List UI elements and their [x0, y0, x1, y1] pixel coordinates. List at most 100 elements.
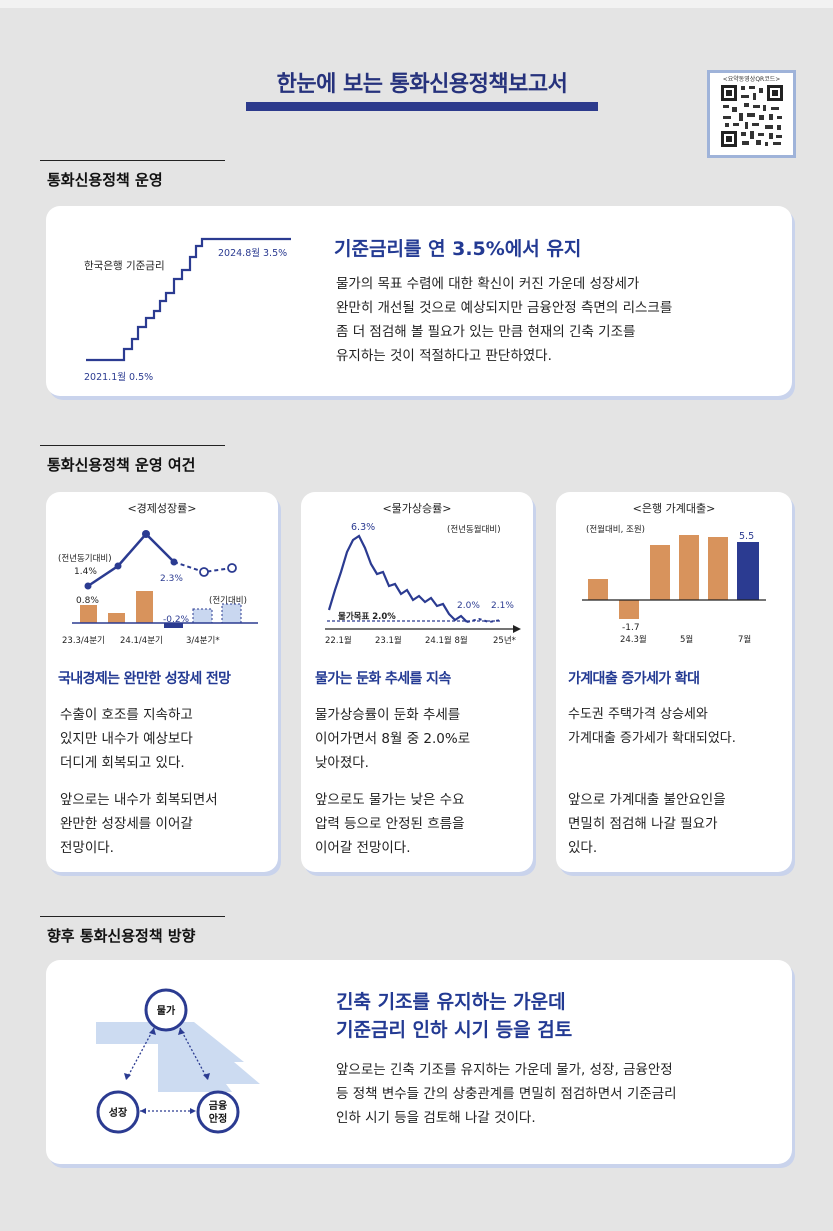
inflation-paragraph-1: 물가상승률이 둔화 추세를 이어가면서 8월 중 2.0%로 낮아졌다.	[315, 703, 470, 775]
qr-code-icon	[719, 83, 785, 149]
growth-bar	[108, 613, 125, 623]
growth-point	[114, 562, 122, 570]
loans-chart: <은행 가계대출> (전월대비, 조원) 5.5 -1.7 24.3월 5월 7…	[582, 502, 766, 645]
inflation-x-label: 25년*	[493, 635, 516, 646]
direction-headline: 긴축 기조를 유지하는 가운데 기준금리 인하 시기 등을 검토	[336, 988, 572, 1044]
diagram-node-growth	[96, 1090, 140, 1134]
section-divider	[40, 916, 225, 917]
base-rate-chart: 한국은행 기준금리 2024.8월 3.5% 2021.1월 0.5%	[84, 237, 291, 383]
growth-line: 앞으로는 내수가 회복되면서	[60, 792, 218, 808]
diagram-node-inflation	[144, 988, 188, 1032]
diagram-arrow-shape	[96, 1022, 260, 1092]
growth-x-label: 23.3/4분기	[62, 636, 105, 646]
inflation-x-label: 24.1월 8월	[425, 635, 468, 646]
growth-paragraph-1: 수출이 호조를 지속하고 있지만 내수가 예상보다 더디게 회복되고 있다.	[60, 703, 193, 775]
growth-point	[84, 582, 92, 590]
loans-headline: 가계대출 증가세가 확대	[568, 671, 700, 687]
direction-line: 앞으로는 긴축 기조를 유지하는 가운데 물가, 성장, 금융안정	[336, 1062, 673, 1078]
growth-bar	[221, 603, 242, 624]
loans-line: 앞으로 가계대출 불안요인을	[568, 792, 726, 808]
inflation-line: 이어가면서 8월 중 2.0%로	[315, 731, 471, 747]
policy-line: 좀 더 점검해 볼 필요가 있는 만큼 현재의 긴축 기조를	[336, 324, 636, 340]
inflation-headline: 물가는 둔화 추세를 지속	[315, 671, 451, 687]
direction-card: 물가 성장 금융 안정 긴축 기조를 유지하는 가운데 기준금리 인하 시기 등…	[46, 960, 792, 1164]
loans-x-label: 24.3월	[620, 634, 647, 645]
growth-line: 전망이다.	[60, 840, 114, 856]
policy-tradeoff-diagram: 물가 성장 금융 안정	[96, 988, 260, 1134]
loans-chart-title: <은행 가계대출>	[633, 502, 716, 515]
growth-bar	[80, 605, 97, 623]
loans-line: 가계대출 증가세가 확대되었다.	[568, 731, 736, 746]
loans-bar	[588, 579, 608, 600]
loans-bar	[737, 542, 759, 600]
policy-headline: 기준금리를 연 3.5%에서 유지	[334, 238, 582, 260]
title-underline	[246, 102, 598, 111]
qr-code[interactable]: <요약동영상QR코드>	[707, 70, 796, 158]
growth-yoy-line	[87, 532, 175, 588]
inflation-chart: <물가상승률> (전년동월대비) 6.3% 물가목표 2.0% 2.0% 2.1…	[325, 502, 521, 646]
inflation-x-label: 22.1월	[325, 635, 352, 646]
loans-bar	[619, 600, 639, 619]
growth-bar-label: 0.8%	[76, 596, 99, 606]
direction-headline-line: 긴축 기조를 유지하는 가운데	[336, 991, 566, 1013]
growth-x-label: 3/4분기*	[186, 636, 220, 646]
loans-bar	[708, 537, 728, 600]
loans-bar	[650, 545, 670, 600]
growth-line: 더디게 회복되고 있다.	[60, 755, 185, 771]
growth-point	[142, 530, 150, 538]
loans-last-label: 5.5	[739, 531, 754, 542]
inflation-line	[327, 534, 468, 623]
growth-bar	[136, 591, 153, 623]
inflation-axis-arrow	[513, 625, 521, 633]
base-rate-series-label: 한국은행 기준금리	[84, 260, 165, 272]
growth-headline: 국내경제는 완만한 성장세 전망	[58, 671, 231, 687]
growth-chart: <경제성장률> (전년동기대비) 1.4% 2.3% 0.8% -0.2% (전…	[58, 502, 258, 646]
growth-bar-label: -0.2%	[163, 615, 190, 625]
inflation-yoy-label: (전년동월대비)	[447, 524, 501, 535]
direction-line: 등 정책 변수들 간의 상충관계를 면밀히 점검하면서 기준금리	[336, 1086, 677, 1102]
growth-yoy-label: (전년동기대비)	[58, 553, 112, 564]
inflation-line: 낮아졌다.	[315, 755, 369, 771]
loans-x-label: 7월	[738, 634, 751, 645]
diagram-arrowhead	[203, 1073, 210, 1080]
loans-unit-label: (전월대비, 조원)	[586, 524, 645, 535]
growth-chart-title: <경제성장률>	[127, 502, 196, 515]
inflation-line: 물가상승률이 둔화 추세를	[315, 707, 461, 723]
loans-line: 있다.	[568, 840, 598, 856]
base-rate-start-label: 2021.1월 0.5%	[84, 371, 153, 383]
diagram-arrowhead	[178, 1028, 185, 1035]
qr-label: <요약동영상QR코드>	[722, 76, 781, 83]
growth-point	[170, 558, 178, 566]
section-divider	[40, 160, 225, 161]
loans-neg-label: -1.7	[622, 623, 640, 633]
growth-bar	[192, 608, 213, 624]
inflation-line: 압력 등으로 안정된 흐름을	[315, 816, 465, 832]
base-rate-end-label: 2024.8월 3.5%	[218, 247, 287, 259]
inflation-x-label: 23.1월	[375, 635, 402, 646]
inflation-peak-label: 6.3%	[351, 522, 375, 533]
direction-headline-line: 기준금리 인하 시기 등을 검토	[336, 1019, 573, 1041]
inflation-value-a: 2.0%	[457, 601, 480, 611]
growth-x-label: 24.1/4분기	[120, 636, 163, 646]
top-strip	[0, 0, 833, 8]
section-heading-policy: 통화신용정책 운영	[47, 171, 163, 189]
loans-bar	[679, 535, 699, 600]
loans-paragraph-1: 수도권 주택가격 상승세와 가계대출 증가세가 확대되었다.	[568, 703, 736, 751]
diagram-arrowhead	[190, 1108, 196, 1114]
inflation-target-label: 물가목표 2.0%	[338, 611, 396, 622]
policy-line: 물가의 목표 수렴에 대한 확신이 커진 가운데 성장세가	[336, 276, 640, 292]
policy-card: 한국은행 기준금리 2024.8월 3.5% 2021.1월 0.5% 기준금리…	[46, 206, 792, 396]
growth-line: 수출이 호조를 지속하고	[60, 707, 193, 723]
loans-line: 수도권 주택가격 상승세와	[568, 707, 708, 722]
growth-card: <경제성장률> (전년동기대비) 1.4% 2.3% 0.8% -0.2% (전…	[46, 492, 278, 872]
growth-line: 있지만 내수가 예상보다	[60, 731, 193, 747]
diagram-link	[179, 1027, 209, 1081]
growth-line: 완만한 성장세를 이어갈	[60, 816, 193, 832]
inflation-line: 앞으로도 물가는 낮은 수요	[315, 792, 465, 808]
diagram-node-stability-label: 금융	[209, 1100, 227, 1112]
section-divider	[40, 445, 225, 446]
direction-paragraph: 앞으로는 긴축 기조를 유지하는 가운데 물가, 성장, 금융안정 등 정책 변…	[336, 1058, 677, 1130]
growth-point	[227, 563, 237, 573]
growth-qoq-label: (전기대비)	[209, 595, 247, 606]
diagram-node-growth-label: 성장	[109, 1106, 128, 1119]
